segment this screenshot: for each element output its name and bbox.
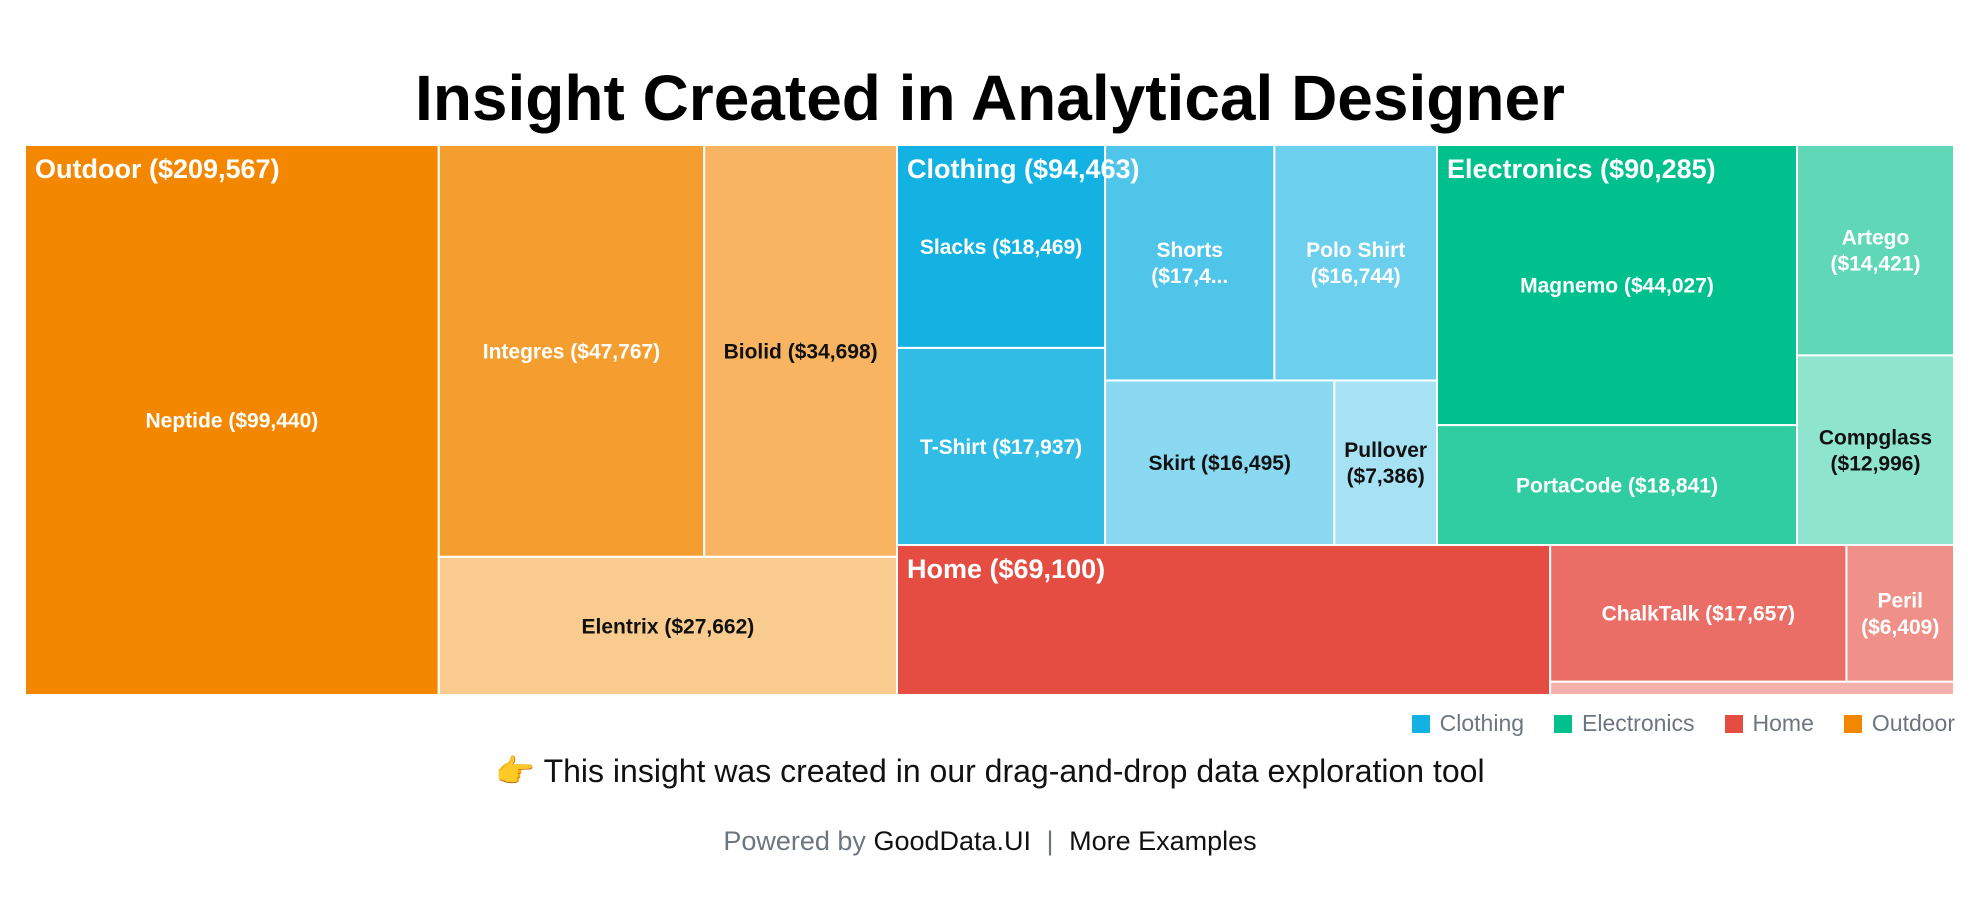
chart-title: Insight Created in Analytical Designer bbox=[415, 62, 1565, 134]
treemap-tile-t-shirt[interactable] bbox=[896, 346, 1107, 546]
treemap-tile-neptide[interactable] bbox=[25, 145, 440, 695]
treemap-tile-polo-shirt[interactable] bbox=[1273, 145, 1438, 382]
treemap-tile-home-unnamed-product-[interactable] bbox=[896, 544, 1552, 695]
treemap-label-peril: Peril ($6,409) bbox=[1861, 590, 1939, 639]
treemap-tile-compglass[interactable] bbox=[1796, 354, 1954, 546]
treemap-label-compglass: Compglass ($12,996) bbox=[1819, 426, 1932, 475]
treemap-group-label-electronics: Electronics ($90,285) bbox=[1447, 154, 1716, 184]
treemap-tile-magnemo[interactable] bbox=[1436, 145, 1799, 427]
treemap-tile-slacks[interactable] bbox=[896, 145, 1107, 349]
treemap-label-biolid: Biolid ($34,698) bbox=[724, 340, 878, 363]
note-text: This insight was created in our drag-and… bbox=[543, 753, 1485, 789]
treemap-tile-peril[interactable] bbox=[1845, 544, 1954, 683]
treemap-label-polo-shirt: Polo Shirt ($16,744) bbox=[1306, 239, 1405, 288]
treemap-tile-elentrix[interactable] bbox=[437, 555, 898, 695]
treemap-label-slacks: Slacks ($18,469) bbox=[920, 236, 1082, 259]
legend-item-home[interactable]: Home bbox=[1724, 710, 1814, 737]
treemap-label-portacode: PortaCode ($18,841) bbox=[1516, 474, 1718, 497]
treemap-label-magnemo: Magnemo ($44,027) bbox=[1520, 274, 1714, 297]
legend-swatch bbox=[1724, 714, 1743, 733]
legend-swatch bbox=[1554, 714, 1573, 733]
treemap-label-skirt: Skirt ($16,495) bbox=[1149, 452, 1291, 475]
legend-swatch bbox=[1843, 714, 1862, 733]
treemap-tile-shorts[interactable] bbox=[1104, 145, 1276, 382]
insight-note: 👉 This insight was created in our drag-a… bbox=[0, 752, 1980, 790]
treemap-label-neptide: Neptide ($99,440) bbox=[146, 409, 319, 432]
treemap-group-label-home: Home ($69,100) bbox=[907, 554, 1105, 584]
legend-item-outdoor[interactable]: Outdoor bbox=[1843, 710, 1955, 737]
legend-label: Outdoor bbox=[1871, 710, 1955, 736]
legend: Clothing Electronics Home Outdoor bbox=[0, 710, 1955, 737]
legend-swatch bbox=[1411, 714, 1430, 733]
treemap-tile-home-small-product-[interactable] bbox=[1549, 680, 1954, 695]
treemap-tile-chalktalk[interactable] bbox=[1549, 544, 1848, 683]
legend-item-electronics[interactable]: Electronics bbox=[1554, 710, 1695, 737]
treemap-label-artego: Artego ($14,421) bbox=[1831, 226, 1921, 275]
footer-separator: | bbox=[1046, 826, 1054, 856]
treemap-label-elentrix: Elentrix ($27,662) bbox=[582, 615, 755, 638]
more-examples-link[interactable]: More Examples bbox=[1069, 826, 1257, 856]
footer-prefix: Powered by bbox=[723, 826, 866, 856]
footer: Powered by GoodData.UI | More Examples bbox=[0, 826, 1980, 857]
treemap-svg: Neptide ($99,440) Integres ($47,767) Bioli… bbox=[25, 145, 1954, 695]
treemap-label-integres: Integres ($47,767) bbox=[483, 340, 660, 363]
treemap-group-label-clothing: Clothing ($94,463) bbox=[907, 154, 1140, 184]
treemap-label-shorts: Shorts ($17,4... bbox=[1151, 239, 1228, 288]
treemap-tile-artego[interactable] bbox=[1796, 145, 1954, 357]
treemap-tile-integres[interactable] bbox=[437, 145, 706, 558]
legend-label: Clothing bbox=[1439, 710, 1525, 736]
treemap-label-chalktalk: ChalkTalk ($17,657) bbox=[1602, 603, 1795, 626]
treemap-tile-pullover[interactable] bbox=[1333, 379, 1438, 546]
legend-label: Home bbox=[1752, 710, 1814, 736]
pointing-right-hand-icon: 👉 bbox=[495, 753, 536, 789]
treemap-label-pullover: Pullover ($7,386) bbox=[1344, 439, 1427, 488]
treemap-chart: Neptide ($99,440) Integres ($47,767) Bioli… bbox=[25, 145, 1954, 695]
legend-item-clothing[interactable]: Clothing bbox=[1411, 710, 1525, 737]
gooddata-ui-link[interactable]: GoodData.UI bbox=[873, 826, 1032, 856]
treemap-group-label-outdoor: Outdoor ($209,567) bbox=[35, 154, 280, 184]
treemap-label-t-shirt: T-Shirt ($17,937) bbox=[920, 436, 1082, 459]
legend-label: Electronics bbox=[1582, 710, 1695, 736]
